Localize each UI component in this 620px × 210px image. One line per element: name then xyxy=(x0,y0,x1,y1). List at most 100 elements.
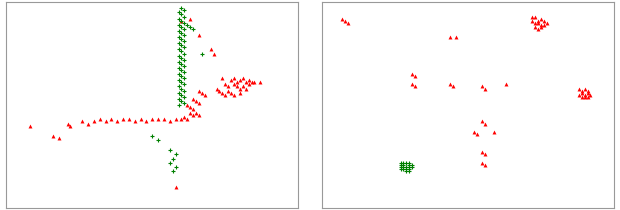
Point xyxy=(407,72,417,76)
Point xyxy=(170,118,180,121)
Point xyxy=(401,167,411,171)
Point xyxy=(188,114,198,117)
Point xyxy=(170,153,180,156)
Point xyxy=(401,169,411,173)
Point xyxy=(191,112,201,115)
Point xyxy=(241,81,250,84)
Point xyxy=(396,161,405,164)
Point xyxy=(107,118,117,121)
Point xyxy=(448,85,458,88)
Point xyxy=(396,167,405,171)
Point xyxy=(580,93,590,96)
Point xyxy=(477,120,487,123)
Point xyxy=(580,95,590,98)
Point xyxy=(477,85,487,88)
Point xyxy=(182,118,192,121)
Point xyxy=(542,21,552,24)
Point xyxy=(159,118,169,121)
Point xyxy=(174,11,184,14)
Point xyxy=(177,62,187,66)
Point xyxy=(539,19,549,22)
Point xyxy=(179,77,189,80)
Point xyxy=(179,70,189,74)
Point xyxy=(469,130,479,133)
Point xyxy=(179,89,189,92)
Point xyxy=(249,81,259,84)
Point xyxy=(445,83,455,86)
Point xyxy=(206,48,216,51)
Point xyxy=(530,15,540,18)
Point xyxy=(577,89,587,92)
Point xyxy=(536,17,546,20)
Point xyxy=(174,29,184,33)
Point xyxy=(194,33,204,37)
Point xyxy=(480,87,490,90)
Point xyxy=(177,56,187,59)
Point xyxy=(177,50,187,53)
Point xyxy=(174,23,184,26)
Point xyxy=(211,87,221,90)
Point xyxy=(407,165,417,168)
Point xyxy=(165,161,175,164)
Point xyxy=(63,122,73,125)
Point xyxy=(177,44,187,47)
Point xyxy=(136,118,146,121)
Point xyxy=(179,116,189,119)
Point xyxy=(209,52,219,55)
Point xyxy=(197,91,207,94)
Point xyxy=(48,134,58,138)
Point xyxy=(200,93,210,96)
Point xyxy=(179,21,189,24)
Point xyxy=(407,163,417,166)
Point xyxy=(188,108,198,111)
Point xyxy=(244,83,254,86)
Point xyxy=(177,37,187,41)
Point xyxy=(179,39,189,43)
Point xyxy=(185,105,195,109)
Point xyxy=(177,81,187,84)
Point xyxy=(539,23,549,26)
Point xyxy=(188,27,198,30)
Point xyxy=(527,15,537,18)
Point xyxy=(337,17,347,20)
Point xyxy=(533,27,542,30)
Point xyxy=(83,122,93,125)
Point xyxy=(182,103,192,107)
Point xyxy=(179,9,189,12)
Point xyxy=(153,138,163,142)
Point xyxy=(179,33,189,37)
Point xyxy=(577,95,587,98)
Point xyxy=(220,83,230,86)
Point xyxy=(410,75,420,78)
Point xyxy=(141,120,151,123)
Point xyxy=(177,19,187,22)
Point xyxy=(480,122,490,125)
Point xyxy=(472,132,482,135)
Point xyxy=(174,17,184,20)
Point xyxy=(574,87,583,90)
Point xyxy=(226,79,236,82)
Point xyxy=(100,120,110,123)
Point xyxy=(396,165,405,168)
Point xyxy=(174,79,184,82)
Point xyxy=(404,169,414,173)
Point xyxy=(66,124,76,127)
Point xyxy=(445,35,455,39)
Point xyxy=(194,89,204,92)
Point xyxy=(404,167,414,171)
Point xyxy=(197,52,207,55)
Point xyxy=(244,79,254,82)
Point xyxy=(501,83,511,86)
Point xyxy=(130,120,140,123)
Point xyxy=(174,103,184,107)
Point xyxy=(177,75,187,78)
Point xyxy=(533,19,542,22)
Point xyxy=(399,161,409,164)
Point xyxy=(220,93,230,96)
Point xyxy=(177,7,187,10)
Point xyxy=(112,120,122,123)
Point xyxy=(399,163,409,166)
Point xyxy=(235,87,245,90)
Point xyxy=(95,118,105,121)
Point xyxy=(583,95,593,98)
